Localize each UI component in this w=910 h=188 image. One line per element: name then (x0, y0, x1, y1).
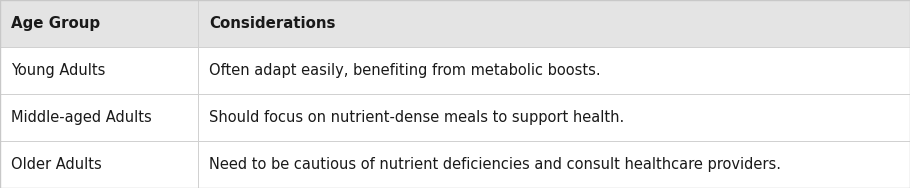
Bar (0, 141, 910, 188)
Text: Middle-aged Adults: Middle-aged Adults (11, 110, 152, 125)
Bar (0, 94, 910, 141)
Text: Should focus on nutrient-dense meals to support health.: Should focus on nutrient-dense meals to … (209, 110, 624, 125)
Text: Young Adults: Young Adults (11, 63, 106, 78)
Bar (0, 0, 910, 47)
Text: Older Adults: Older Adults (11, 157, 102, 172)
Text: Need to be cautious of nutrient deficiencies and consult healthcare providers.: Need to be cautious of nutrient deficien… (209, 157, 782, 172)
Bar (0, 47, 910, 94)
Text: Often adapt easily, benefiting from metabolic boosts.: Often adapt easily, benefiting from meta… (209, 63, 601, 78)
Text: Considerations: Considerations (209, 16, 336, 31)
Text: Age Group: Age Group (11, 16, 100, 31)
